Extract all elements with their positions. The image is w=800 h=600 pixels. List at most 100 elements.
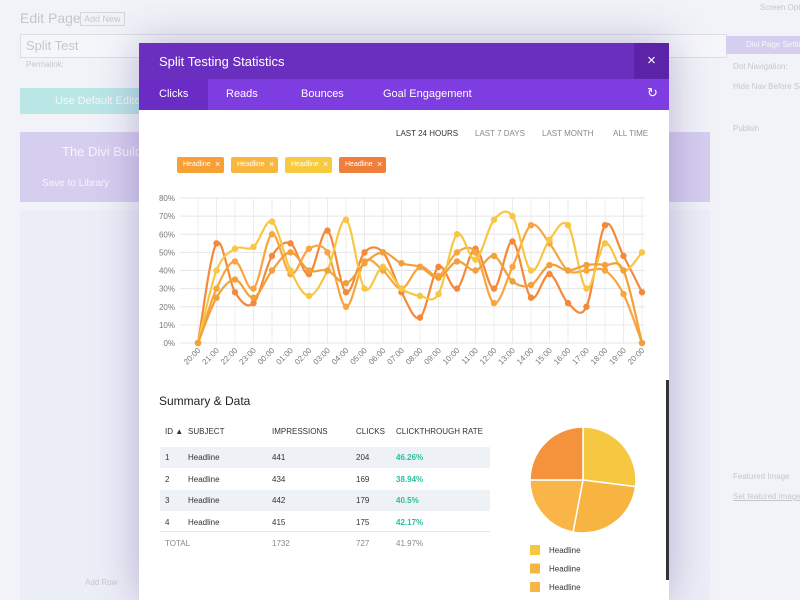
y-tick-label: 10% xyxy=(159,321,175,330)
table-cell: Headline xyxy=(188,474,220,484)
featured-image: Featured Image xyxy=(733,472,790,481)
data-point xyxy=(453,285,461,292)
summary-title: Summary & Data xyxy=(159,394,251,408)
time-filter[interactable]: ALL TIME xyxy=(613,129,649,138)
x-tick-label: 01:00 xyxy=(274,346,295,367)
data-point xyxy=(638,249,646,256)
data-point xyxy=(231,258,239,265)
chip-remove[interactable]: × xyxy=(323,159,329,169)
table-total: 41.97% xyxy=(396,539,424,548)
y-tick-label: 80% xyxy=(159,194,175,203)
data-point xyxy=(268,218,276,225)
data-point xyxy=(435,274,442,281)
chip-remove[interactable]: × xyxy=(269,159,275,169)
data-point xyxy=(361,249,368,256)
time-filter[interactable]: LAST MONTH xyxy=(542,129,594,138)
chip-remove[interactable]: × xyxy=(215,159,221,169)
table-row-bg xyxy=(160,490,490,511)
legend-label: Headline xyxy=(549,565,581,574)
data-point xyxy=(231,245,239,252)
legend-chip[interactable]: Headline × xyxy=(285,157,332,173)
hide-nav: Hide Nav Before Scroll: xyxy=(733,82,800,91)
table-cell: 415 xyxy=(272,517,286,527)
x-tick-label: 22:00 xyxy=(219,346,240,367)
data-point xyxy=(490,252,498,260)
tab[interactable]: Goal Engagement xyxy=(383,88,472,100)
data-point xyxy=(342,289,350,296)
table-cell: Headline xyxy=(188,517,220,527)
save-library[interactable]: Save to Library xyxy=(42,178,110,189)
data-point xyxy=(472,267,479,274)
x-tick-label: 13:00 xyxy=(496,346,517,367)
data-point xyxy=(620,252,627,260)
close-button[interactable]: × xyxy=(634,43,669,79)
pie-slice xyxy=(529,426,584,481)
data-point xyxy=(194,339,202,347)
chip-label: Headline xyxy=(345,161,373,168)
data-point xyxy=(620,267,627,274)
time-filter[interactable]: LAST 7 DAYS xyxy=(475,129,525,138)
data-point xyxy=(268,267,276,274)
data-point xyxy=(416,292,424,300)
data-point xyxy=(398,260,405,267)
data-point xyxy=(583,303,590,310)
screen-options[interactable]: Screen Options xyxy=(760,3,800,12)
add-row[interactable]: Add Row xyxy=(85,578,118,587)
data-point xyxy=(324,249,331,256)
legend-chip[interactable]: Headline × xyxy=(231,157,278,173)
table-cell: 1 xyxy=(165,453,170,462)
data-point xyxy=(268,231,276,238)
data-point xyxy=(453,258,461,265)
data-point xyxy=(213,294,220,301)
data-point xyxy=(546,236,553,243)
legend-swatch xyxy=(530,545,540,555)
table-cell: 179 xyxy=(356,496,370,505)
data-point xyxy=(601,240,609,247)
data-point xyxy=(490,285,498,292)
data-point xyxy=(231,276,239,283)
tab[interactable]: Reads xyxy=(226,88,258,100)
x-tick-label: 21:00 xyxy=(200,346,221,367)
dot-nav: Dot Navigation: xyxy=(733,62,788,71)
data-point xyxy=(213,285,220,292)
data-point xyxy=(583,261,590,269)
y-tick-label: 20% xyxy=(159,303,175,312)
y-tick-label: 40% xyxy=(159,267,175,276)
time-filter[interactable]: LAST 24 HOURS xyxy=(396,129,459,138)
x-tick-label: 16:00 xyxy=(552,346,573,367)
data-point xyxy=(213,240,220,247)
legend-chip[interactable]: Headline × xyxy=(177,157,224,173)
legend-chip[interactable]: Headline × xyxy=(339,157,386,173)
x-tick-label: 06:00 xyxy=(367,346,388,367)
data-point xyxy=(453,231,461,238)
data-point xyxy=(305,292,313,300)
y-tick-label: 60% xyxy=(159,230,175,239)
data-point xyxy=(472,256,479,263)
data-point xyxy=(546,270,553,278)
page-title: Edit Page xyxy=(20,10,81,26)
refresh-button[interactable]: ↻ xyxy=(647,85,658,100)
data-point xyxy=(342,216,350,223)
x-tick-label: 18:00 xyxy=(589,346,610,367)
tab[interactable]: Clicks xyxy=(139,79,209,110)
data-point xyxy=(305,267,313,274)
data-point xyxy=(250,294,257,301)
table-total: TOTAL xyxy=(165,539,191,548)
data-point xyxy=(435,290,442,298)
add-new[interactable]: Add New xyxy=(80,12,125,26)
data-point xyxy=(324,267,331,274)
tab[interactable]: Bounces xyxy=(301,88,344,100)
table-cell: 175 xyxy=(356,517,370,527)
set-featured[interactable]: Set featured image xyxy=(733,492,800,501)
data-point xyxy=(250,285,257,292)
table-cell: 204 xyxy=(356,453,370,462)
table-cell: 169 xyxy=(356,474,370,484)
x-tick-label: 17:00 xyxy=(570,346,591,367)
table-total: 1732 xyxy=(272,539,290,548)
x-tick-label: 15:00 xyxy=(533,346,554,367)
chip-remove[interactable]: × xyxy=(377,159,383,169)
pie-slice xyxy=(572,479,637,534)
table-cell: Headline xyxy=(188,453,220,462)
